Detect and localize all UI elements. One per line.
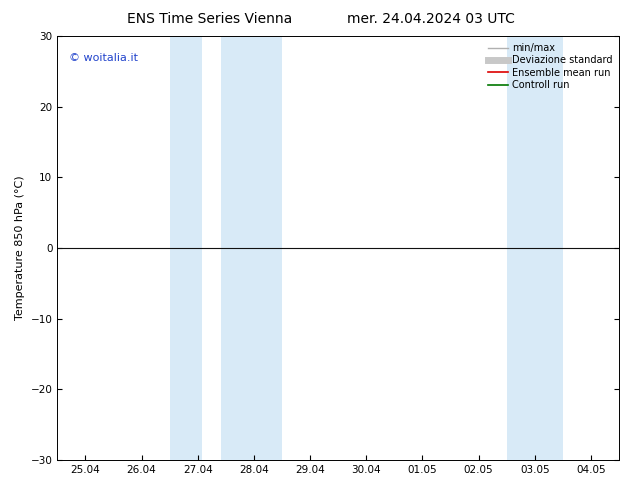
Bar — [170, 36, 202, 460]
Bar — [507, 36, 563, 460]
Bar — [221, 36, 282, 460]
Text: mer. 24.04.2024 03 UTC: mer. 24.04.2024 03 UTC — [347, 12, 515, 26]
Y-axis label: Temperature 850 hPa (°C): Temperature 850 hPa (°C) — [15, 176, 25, 320]
Legend: min/max, Deviazione standard, Ensemble mean run, Controll run: min/max, Deviazione standard, Ensemble m… — [486, 41, 614, 92]
Text: ENS Time Series Vienna: ENS Time Series Vienna — [127, 12, 292, 26]
Text: © woitalia.it: © woitalia.it — [68, 53, 138, 63]
